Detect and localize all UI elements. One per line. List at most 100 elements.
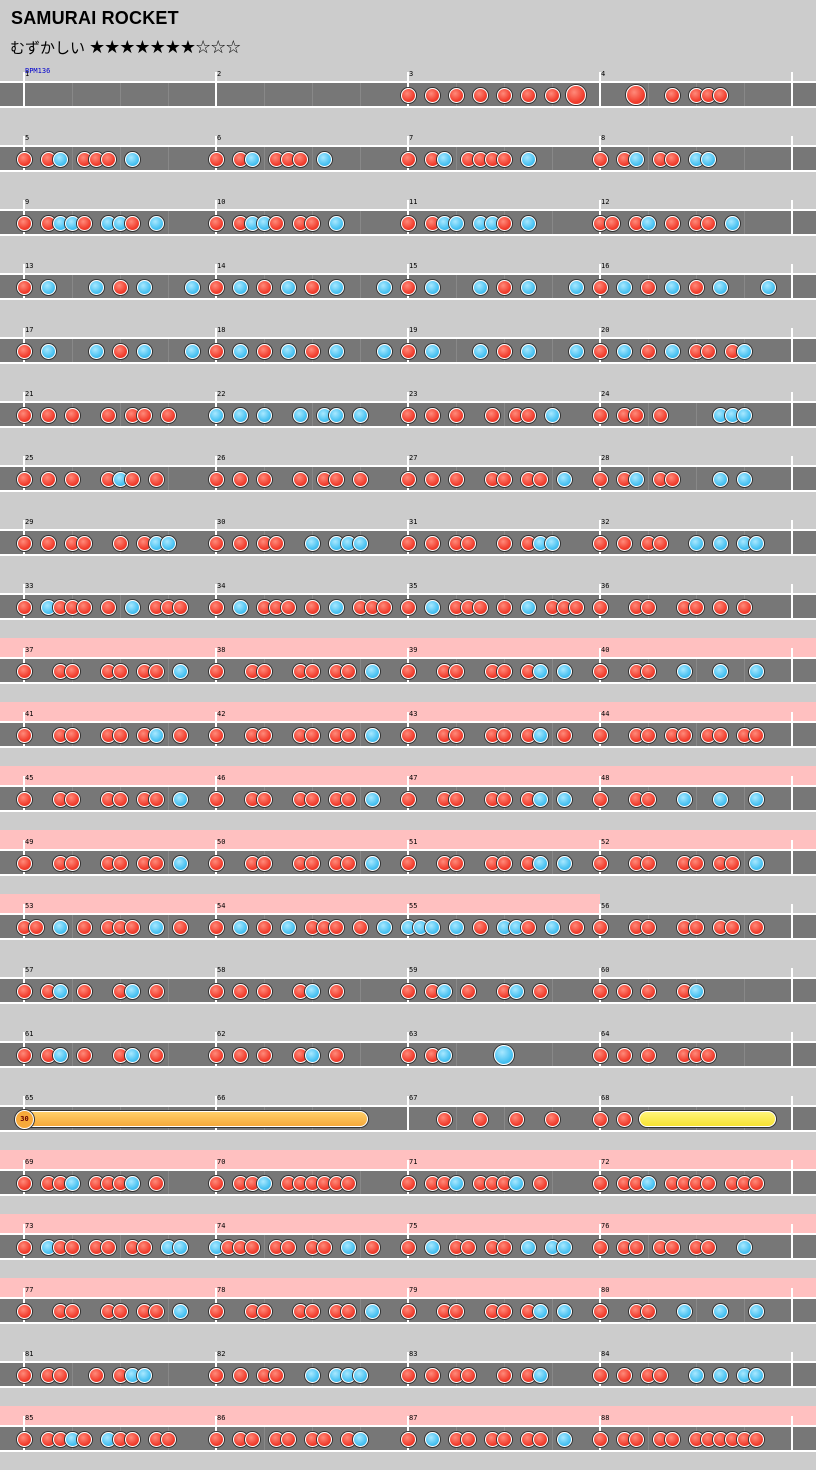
don-note	[532, 1431, 548, 1447]
beat-line	[552, 787, 553, 810]
ka-note	[256, 407, 272, 423]
don-note	[532, 1175, 548, 1191]
beat-line	[696, 723, 697, 746]
ka-note	[544, 407, 560, 423]
don-note	[748, 1431, 764, 1447]
ka-note	[340, 1239, 356, 1255]
beat-line	[168, 1363, 169, 1386]
measure-number: 87	[409, 1414, 418, 1422]
measure-number: 45	[25, 774, 34, 782]
don-note	[16, 407, 32, 423]
don-note	[592, 1367, 608, 1383]
don-note	[496, 727, 512, 743]
don-note	[400, 599, 416, 615]
don-note	[172, 599, 188, 615]
don-note	[208, 599, 224, 615]
beat-line	[744, 275, 745, 298]
don-note	[124, 215, 140, 231]
beat-line	[360, 1171, 361, 1194]
measure-number: 38	[217, 646, 226, 654]
ka-note	[556, 1303, 572, 1319]
beat-line	[360, 339, 361, 362]
ka-note	[688, 535, 704, 551]
ka-note	[376, 919, 392, 935]
don-note	[496, 791, 512, 807]
beat-line	[312, 147, 313, 170]
don-note	[76, 1431, 92, 1447]
ka-note	[436, 983, 452, 999]
measure-number: 17	[25, 326, 34, 334]
ka-note	[424, 1239, 440, 1255]
ka-note	[532, 727, 548, 743]
ka-note	[172, 663, 188, 679]
don-note	[364, 1239, 380, 1255]
chart-row: 73 74 75 76	[0, 1214, 816, 1278]
ka-note	[568, 343, 584, 359]
don-note	[16, 471, 32, 487]
ka-note	[556, 855, 572, 871]
measure-number: 12	[601, 198, 610, 206]
don-note	[496, 215, 512, 231]
gogo-band	[0, 894, 600, 913]
measure-number: 29	[25, 518, 34, 526]
measure-number: 13	[25, 262, 34, 270]
don-note	[400, 215, 416, 231]
ka-note	[748, 1367, 764, 1383]
beat-line	[648, 467, 649, 490]
beat-line	[168, 787, 169, 810]
don-note	[748, 1175, 764, 1191]
don-note	[592, 407, 608, 423]
ka-note	[88, 279, 104, 295]
don-note	[208, 919, 224, 935]
barline-end	[791, 1160, 793, 1196]
measure-number: 31	[409, 518, 418, 526]
don-note	[280, 1431, 296, 1447]
ka-note	[520, 1239, 536, 1255]
don-note	[256, 279, 272, 295]
barline-end	[791, 392, 793, 428]
barline	[215, 72, 217, 108]
measure-number: 14	[217, 262, 226, 270]
ka-note	[232, 343, 248, 359]
beat-line	[552, 1043, 553, 1066]
don-note	[664, 471, 680, 487]
beat-line	[168, 1171, 169, 1194]
don-note	[400, 1239, 416, 1255]
beat-line	[696, 659, 697, 682]
don-note	[496, 87, 512, 103]
don-note	[304, 663, 320, 679]
ka-note	[616, 343, 632, 359]
beat-line	[72, 83, 73, 106]
ka-note	[616, 279, 632, 295]
beat-line	[168, 851, 169, 874]
chart-row: 17 18 19 20	[0, 318, 816, 382]
don-note	[76, 535, 92, 551]
don-note	[256, 855, 272, 871]
ka-note	[748, 1303, 764, 1319]
ka-note	[280, 343, 296, 359]
don-note	[256, 1047, 272, 1063]
barline-end	[791, 1352, 793, 1388]
don-note	[688, 599, 704, 615]
don-note	[400, 471, 416, 487]
chart-row: 45 46 47 48	[0, 766, 816, 830]
don-note	[400, 983, 416, 999]
ka-note	[280, 919, 296, 935]
don-note	[160, 1431, 176, 1447]
measure-number: 20	[601, 326, 610, 334]
don-note	[136, 1239, 152, 1255]
beat-line	[648, 147, 649, 170]
don-note	[496, 279, 512, 295]
beat-line	[72, 1043, 73, 1066]
ka-note	[712, 663, 728, 679]
don-note	[40, 471, 56, 487]
don-note	[112, 663, 128, 679]
measure-number: 81	[25, 1350, 34, 1358]
don-note	[592, 1431, 608, 1447]
ka-note	[172, 855, 188, 871]
measure-number: 46	[217, 774, 226, 782]
beat-line	[696, 1299, 697, 1322]
ka-note	[328, 343, 344, 359]
don-note	[616, 1367, 632, 1383]
ka-note	[304, 983, 320, 999]
